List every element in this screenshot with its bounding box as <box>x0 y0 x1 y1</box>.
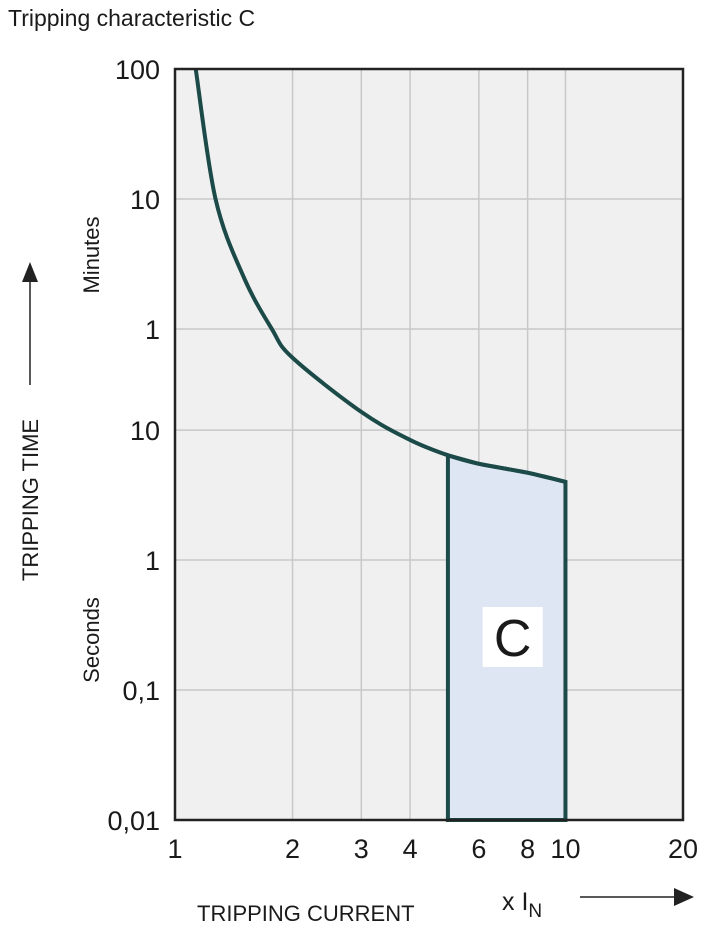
x-tick-label: 3 <box>354 834 369 864</box>
y-tick-label: 10 <box>130 416 160 446</box>
x-tick-label: 4 <box>403 834 418 864</box>
plot-area <box>175 69 683 820</box>
seconds-label: Seconds <box>79 597 104 683</box>
y-arrow-head-icon <box>22 262 38 282</box>
tripping-curve <box>193 68 566 484</box>
y-axis-label: TRIPPING TIME <box>18 419 43 581</box>
minutes-label: Minutes <box>79 216 104 293</box>
plot-frame <box>173 67 685 822</box>
x-unit-label: x IN <box>502 888 542 922</box>
region-c: C <box>445 452 568 822</box>
x-tick-label: 1 <box>167 834 182 864</box>
x-tick-labels: 1 2 3 4 6 8 10 20 <box>167 834 698 864</box>
x-tick-label: 6 <box>471 834 486 864</box>
y-tick-labels: 100 10 1 10 1 0,1 0,01 <box>107 55 160 836</box>
x-tick-label: 2 <box>285 834 300 864</box>
x-arrow-head-icon <box>674 888 694 906</box>
y-tick-label: 100 <box>115 55 160 85</box>
y-tick-label: 1 <box>145 546 160 576</box>
x-tick-label: 10 <box>550 834 580 864</box>
y-tick-label: 1 <box>145 315 160 345</box>
y-tick-label: 0,1 <box>122 676 160 706</box>
x-axis-label: TRIPPING CURRENT <box>197 901 415 926</box>
y-tick-label: 10 <box>130 185 160 215</box>
region-label: C <box>494 610 532 668</box>
y-tick-label: 0,01 <box>107 806 160 836</box>
chart-title: Tripping characteristic C <box>8 5 255 31</box>
grid <box>175 69 683 820</box>
region-label-box <box>482 607 543 667</box>
x-tick-label: 20 <box>668 834 698 864</box>
x-tick-label: 8 <box>520 834 535 864</box>
